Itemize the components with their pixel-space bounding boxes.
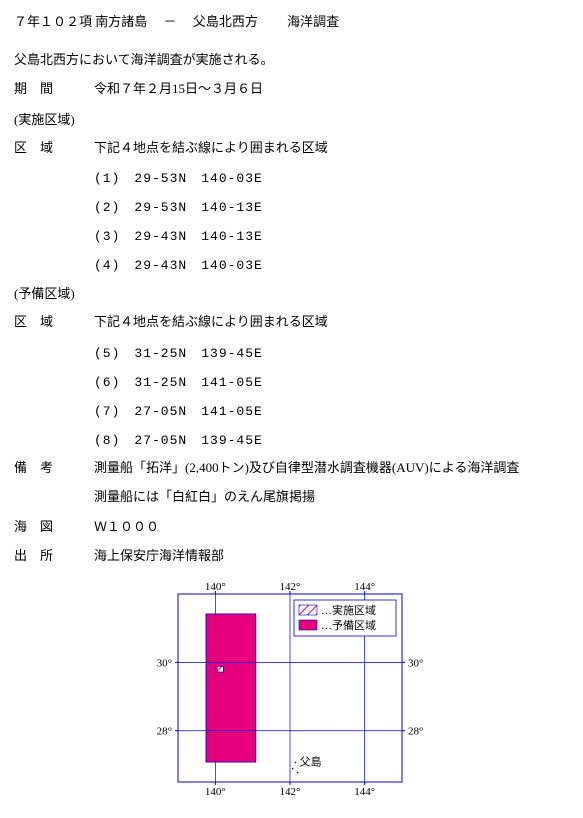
source-value: 海上保安庁海洋情報部 [94,546,569,566]
map-container: 140°140°142°142°144°144°30°30°28°28° 父島…… [14,576,569,806]
source-label: 出 所 [14,546,94,566]
svg-text:…実施区域: …実施区域 [321,603,376,617]
coord-row: (7) 27-05N 141-05E [14,400,569,419]
svg-text:144°: 144° [354,786,375,798]
reserve-desc: 下記４地点を結ぶ線により囲まれる区域 [94,312,569,332]
coord-row: (2) 29-53N 140-13E [14,196,569,215]
chart-label: 海 図 [14,517,94,537]
area: 父島北西方 [193,14,258,29]
remark-l2: 測量船には「白紅白」のえん尾旗掲揚 [94,487,569,507]
svg-text:28°: 28° [156,725,171,737]
svg-text:30°: 30° [408,657,423,669]
zone-label: 区 域 [14,138,94,158]
svg-text:28°: 28° [408,725,423,737]
svg-text:30°: 30° [156,657,171,669]
coord-row: (8) 27-05N 139-45E [14,429,569,448]
chart-value: Ｗ１０００ [94,517,569,537]
svg-text:父島: 父島 [299,754,321,768]
zone-desc: 下記４地点を結ぶ線により囲まれる区域 [94,138,569,158]
period-value: 令和７年２月15日～３月６日 [94,79,569,99]
reserve-zone-head: (予備区域) [14,283,569,302]
sep: － [164,14,177,29]
kind: 海洋調査 [287,14,339,29]
code: ７年１０２項 [14,14,92,29]
impl-zone-head: (実施区域) [14,109,569,128]
description: 父島北西方において海洋調査が実施される。 [14,50,569,70]
svg-text:142°: 142° [279,786,300,798]
coord-row: (3) 29-43N 140-13E [14,225,569,244]
title-line: ７年１０２項 南方諸島 － 父島北西方 海洋調査 [14,12,569,32]
coord-row: (1) 29-53N 140-03E [14,167,569,186]
coord-row: (5) 31-25N 139-45E [14,342,569,361]
coord-row: (6) 31-25N 141-05E [14,371,569,390]
zone-label: 区 域 [14,312,94,332]
svg-text:…予備区域: …予備区域 [321,619,376,632]
map-chart: 140°140°142°142°144°144°30°30°28°28° 父島…… [142,576,442,806]
remark-label: 備 考 [14,458,94,478]
remark-l1: 測量船「拓洋」(2,400トン)及び自律型潜水調査機器(AUV)による海洋調査 [94,458,569,478]
coord-row: (4) 29-43N 140-03E [14,254,569,273]
svg-text:140°: 140° [204,786,225,798]
period-label: 期 間 [14,79,94,99]
region: 南方諸島 [95,14,147,29]
